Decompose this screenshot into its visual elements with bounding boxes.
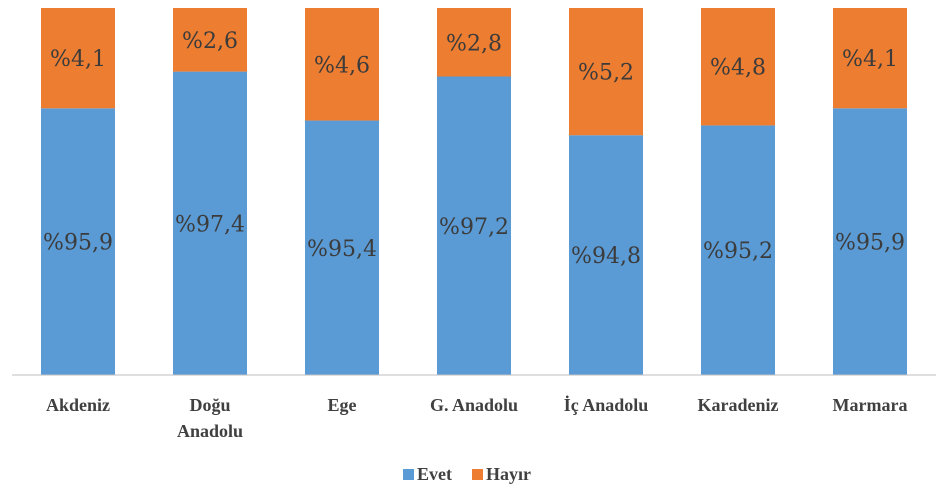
data-label-hayir: %5,2 <box>578 61 634 86</box>
data-label-hayir: %4,1 <box>842 47 898 72</box>
data-labels-group: %95,9 %4,1 %97,4 %2,6 %95,4 %4,6 %97,2 %2,8 %94,… <box>43 29 905 269</box>
data-label-evet: %97,2 <box>439 215 509 240</box>
data-label-hayir: %4,8 <box>710 56 766 81</box>
data-label-hayir: %4,1 <box>50 47 106 72</box>
legend-label-hayir: Hayır <box>486 464 531 484</box>
category-labels-group: Akdeniz Doğu Anadolu Ege G. Anadolu İç Anadol… <box>46 395 907 441</box>
bar-hayir <box>41 8 115 109</box>
legend: Evet Hayır <box>403 464 531 484</box>
category-label: Doğu Anadolu <box>177 395 243 441</box>
bar-evet <box>701 125 775 375</box>
data-label-evet: %95,2 <box>703 239 773 264</box>
category-label: İç Anadolu <box>564 395 649 415</box>
data-label-evet: %95,9 <box>835 231 905 256</box>
bar-evet <box>569 135 643 375</box>
bar-hayir <box>701 8 775 126</box>
category-label: Marmara <box>833 395 908 415</box>
data-label-evet: %97,4 <box>175 212 245 237</box>
bar-evet <box>833 108 907 376</box>
data-label-evet: %95,9 <box>43 231 113 256</box>
bar-hayir <box>173 8 247 72</box>
bar-hayir <box>437 8 511 77</box>
bar-evet <box>305 120 379 376</box>
legend-label-evet: Evet <box>417 464 452 484</box>
bar-evet <box>173 71 247 375</box>
category-label: Karadeniz <box>698 395 779 415</box>
category-label: G. Anadolu <box>430 395 518 415</box>
category-label: Ege <box>328 395 357 415</box>
bars-group <box>41 8 907 376</box>
data-label-hayir: %4,6 <box>314 53 370 78</box>
data-label-hayir: %2,6 <box>182 29 238 54</box>
bar-hayir <box>833 8 907 109</box>
bar-hayir <box>569 8 643 136</box>
bar-evet <box>437 76 511 376</box>
bar-evet <box>41 108 115 376</box>
legend-swatch-hayir <box>472 469 483 480</box>
data-label-evet: %95,4 <box>307 237 377 262</box>
legend-swatch-evet <box>403 469 414 480</box>
data-label-hayir: %2,8 <box>446 31 502 56</box>
data-label-evet: %94,8 <box>571 244 641 269</box>
category-label: Akdeniz <box>46 395 110 415</box>
bar-hayir <box>305 8 379 121</box>
